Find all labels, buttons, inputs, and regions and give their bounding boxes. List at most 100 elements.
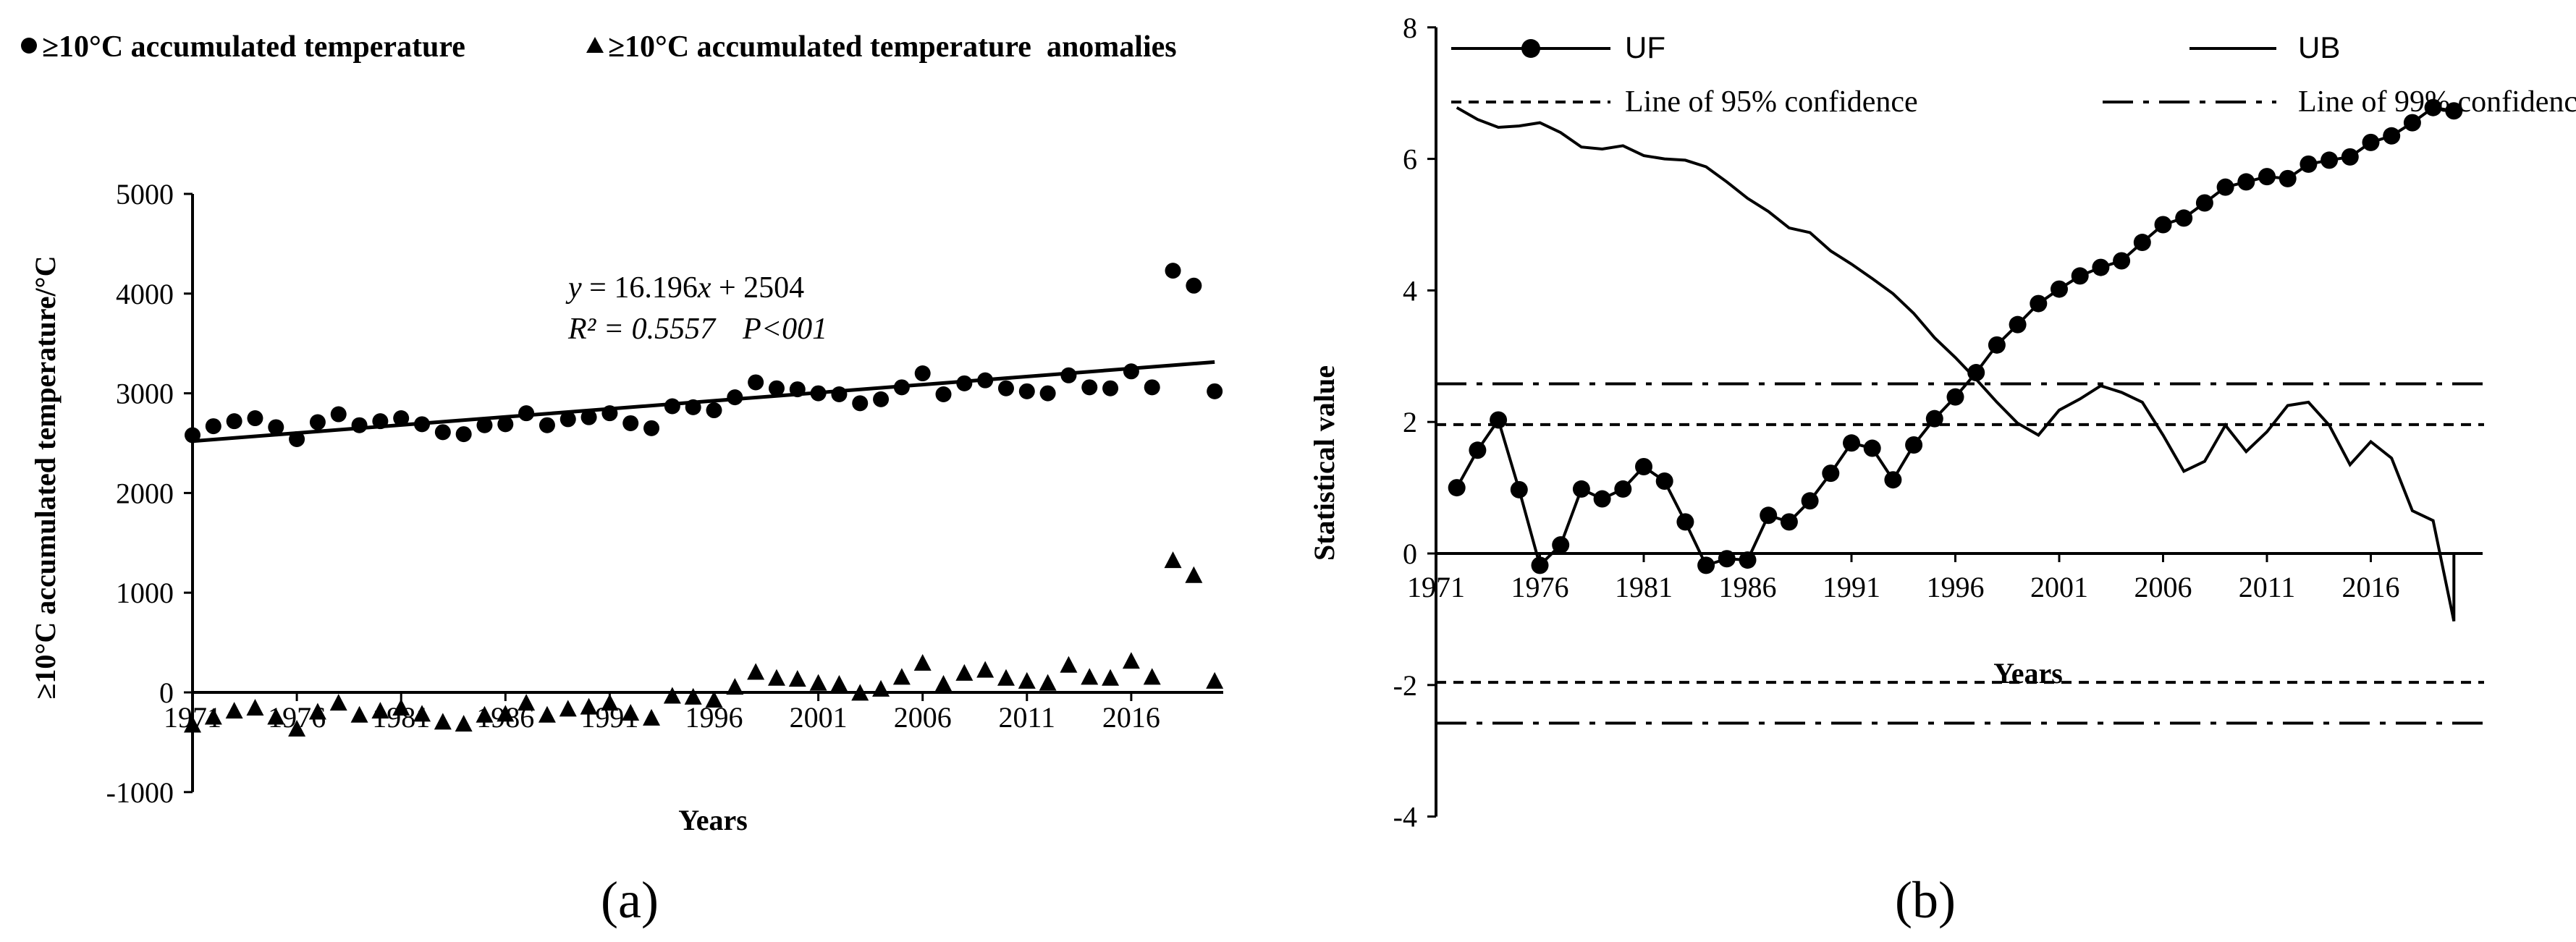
anomaly-point: [872, 679, 890, 697]
anomaly-point: [622, 703, 640, 721]
uf-point: [2424, 98, 2442, 116]
eq-x: x: [697, 271, 711, 305]
x-tick-label-a: 2001: [790, 701, 848, 734]
x-tick-label-a: 2016: [1102, 701, 1160, 734]
anomaly-point: [1206, 671, 1224, 689]
anomaly-point: [497, 705, 515, 722]
eq-rest: = 16.196: [582, 271, 698, 305]
anomaly-point: [684, 687, 702, 705]
y-tick-label-a: 0: [159, 676, 174, 709]
anomaly-points-a: [184, 551, 1224, 737]
accumulated-temperature-point: [580, 409, 597, 425]
y-axis-title-a: ≥10°C accumulated temperature/°C: [29, 255, 62, 699]
anomaly-point: [601, 694, 619, 711]
accumulated-temperature-point: [935, 386, 952, 402]
y-tick-label-b: 2: [1403, 406, 1417, 438]
uf-point: [1801, 492, 1819, 510]
accumulated-temperature-point: [1081, 379, 1098, 396]
uf-point: [1552, 536, 1570, 554]
uf-point: [2341, 148, 2359, 166]
accumulated-temperature-point: [185, 427, 200, 444]
x-axis-title-a: Years: [678, 804, 748, 836]
uf-point: [1988, 336, 2006, 354]
uf-point: [1614, 480, 1632, 498]
y-tick-label-a: 2000: [116, 477, 174, 509]
uf-point: [1531, 556, 1549, 574]
accumulated-temperature-point: [309, 414, 326, 430]
anomaly-point: [726, 678, 744, 695]
accumulated-temperature-point: [434, 424, 451, 441]
accumulated-temperature-point: [873, 391, 890, 407]
y-axis-title-b: Statistical value: [1308, 365, 1340, 561]
uf-point: [2216, 178, 2234, 196]
trend-r2: R² = 0.5557 P<001: [567, 313, 827, 346]
accumulated-temperature-point: [1018, 383, 1035, 399]
accumulated-temperature-point: [601, 405, 618, 422]
y-ticks-b: 8 6 4 2 0 -2 -4: [1393, 12, 1436, 833]
accumulated-temperature-point: [455, 426, 472, 443]
anomaly-point: [705, 691, 723, 708]
chart-b: Statistical value 8 6 4 2 0 -2 -4 1971 1976 1981…: [1308, 12, 2576, 929]
ub-series: [1456, 106, 2456, 622]
accumulated-temperature-point: [831, 386, 848, 402]
uf-point: [2445, 102, 2463, 120]
uf-point: [2258, 168, 2276, 186]
anomaly-point: [350, 705, 368, 723]
anomaly-point: [892, 668, 911, 685]
accumulated-temperature-point: [1102, 380, 1119, 396]
panel-label-b: (b): [1895, 871, 1956, 929]
x-tick-label-b: 2016: [2342, 571, 2400, 603]
panel-label-a: (a): [601, 871, 659, 929]
accumulated-temperature-point: [1123, 363, 1139, 380]
ub-line: [1456, 106, 2456, 622]
accumulated-temperature-point: [997, 380, 1014, 396]
anomaly-point: [455, 715, 473, 732]
x-tick-label-b: 2011: [2239, 571, 2296, 603]
x-tick-label-b: 2006: [2134, 571, 2192, 603]
legend-95-label: Line of 95% confidence: [1625, 85, 1918, 119]
anomaly-point: [955, 663, 974, 681]
accumulated-temperature-point: [1144, 379, 1160, 396]
uf-point: [1863, 439, 1881, 457]
accumulated-temperature-point: [977, 372, 994, 389]
anomaly-point: [1164, 551, 1182, 569]
anomaly-point: [392, 699, 410, 716]
accumulated-temperature-point: [664, 398, 680, 415]
anomaly-point: [663, 687, 681, 704]
y-tick-label-a: 3000: [116, 378, 174, 410]
accumulated-temperature-point: [393, 410, 410, 427]
uf-point: [1884, 471, 1902, 489]
anomaly-point: [934, 674, 953, 692]
legend-a-label-2: ≥10°C accumulated temperature anomalies: [608, 30, 1177, 64]
uf-point: [1490, 411, 1508, 429]
reference-lines-b: [1436, 382, 2484, 725]
uf-point: [2383, 127, 2401, 145]
anomaly-point: [246, 699, 264, 716]
accumulated-temperature-point: [1186, 277, 1202, 294]
x-tick-label-b: 1991: [1823, 571, 1880, 603]
y-tick-label-b: 4: [1403, 274, 1417, 307]
anomaly-point: [830, 674, 848, 692]
accumulated-temperature-point: [205, 418, 221, 435]
accumulated-temperature-point: [727, 389, 743, 406]
accumulated-temperature-point: [414, 416, 431, 433]
legend-99-label: Line of 99% confidence: [2298, 85, 2576, 119]
uf-point: [2362, 133, 2380, 151]
anomaly-point: [1102, 669, 1120, 686]
uf-point: [2237, 173, 2255, 191]
anomaly-point: [913, 654, 932, 671]
anomaly-point: [851, 684, 869, 701]
anomaly-point: [371, 702, 389, 719]
uf-point: [2279, 169, 2297, 187]
uf-point: [2030, 294, 2048, 313]
anomaly-point: [809, 674, 827, 691]
anomaly-point: [184, 716, 201, 733]
y-ticks-a: 5000 4000 3000 2000 1000 0 -1000: [106, 178, 193, 809]
x-tick-label-a: 2006: [894, 701, 952, 734]
y-tick-label-a: -1000: [106, 776, 174, 809]
chart-a: ≥10°C accumulated temperature ≥10°C accu…: [21, 30, 1224, 929]
anomaly-point: [538, 705, 556, 723]
uf-point: [2195, 194, 2213, 212]
accumulated-temperature-point: [852, 395, 869, 412]
p-text: P<001: [742, 313, 827, 346]
